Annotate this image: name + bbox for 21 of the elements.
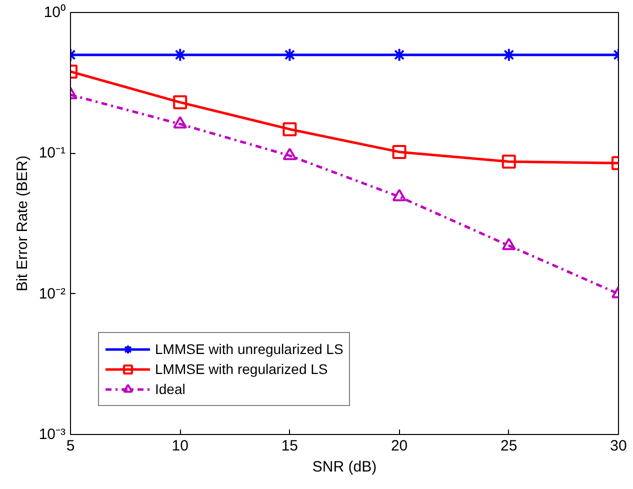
x-tick-label: 20 bbox=[390, 438, 408, 454]
y-tick-label: 10⁻³ bbox=[38, 426, 66, 443]
x-tick-label: 5 bbox=[66, 438, 75, 454]
point bbox=[282, 148, 297, 160]
legend-label: LMMSE with unregularized LS bbox=[155, 341, 344, 357]
point bbox=[392, 188, 406, 202]
y-tick-label: 10⁻² bbox=[38, 285, 66, 302]
x-axis-title: SNR (dB) bbox=[312, 458, 377, 476]
x-tick-label: 30 bbox=[610, 438, 627, 454]
y-axis-title: Bit Error Rate (BER) bbox=[14, 156, 31, 292]
x-tick-label: 15 bbox=[281, 438, 298, 454]
point bbox=[392, 48, 406, 62]
x-tick-label: 10 bbox=[172, 438, 188, 454]
y-tick-label: 10⁻¹ bbox=[38, 144, 66, 162]
point bbox=[282, 48, 297, 62]
x-tick-label: 25 bbox=[500, 438, 518, 454]
legend-label: Ideal bbox=[155, 381, 186, 397]
legend-label: LMMSE with regularized LS bbox=[155, 361, 328, 377]
point bbox=[392, 144, 406, 159]
y-tick-label: 10⁰ bbox=[44, 4, 66, 21]
point bbox=[282, 122, 297, 136]
